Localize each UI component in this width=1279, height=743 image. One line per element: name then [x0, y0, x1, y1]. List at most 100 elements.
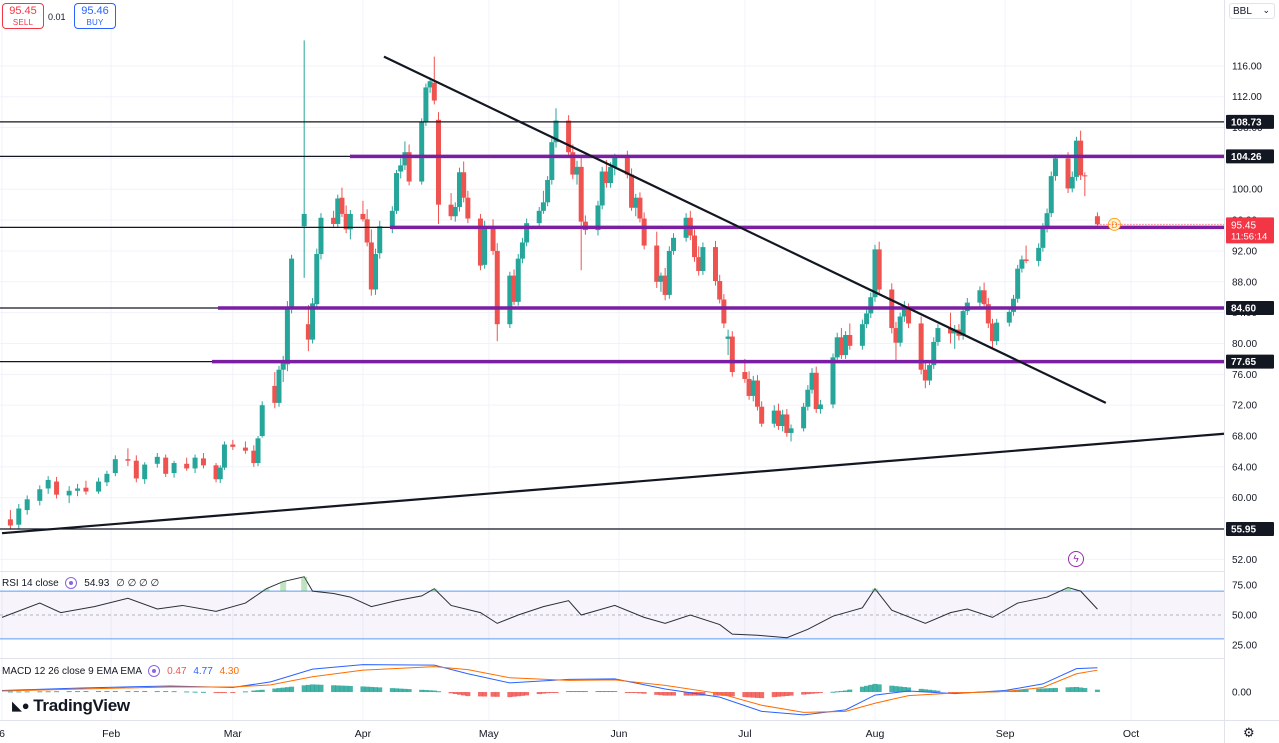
horizontal-levels: [0, 121, 1224, 530]
macd-signal-value: 4.30: [219, 666, 240, 677]
price-tick-label: 52.00: [1232, 555, 1257, 566]
macd-histogram-bar: [45, 691, 51, 693]
macd-histogram-bar: [654, 692, 660, 695]
candle-body: [171, 463, 177, 474]
eye-icon[interactable]: [65, 577, 78, 589]
candle-body: [305, 324, 311, 340]
candle-body: [893, 328, 899, 343]
sell-button[interactable]: 95.45 SELL: [2, 3, 44, 29]
macd-histogram-bar: [759, 692, 765, 699]
macd-histogram-bar: [700, 692, 706, 696]
candle-body: [750, 380, 756, 396]
macd-histogram-bar: [335, 685, 341, 693]
candle-body: [817, 404, 823, 410]
candle-body: [595, 205, 601, 231]
macd-histogram-bar: [1023, 689, 1029, 693]
macd-histogram-bar: [368, 686, 374, 693]
tradingview-logo[interactable]: ◣● TradingView: [12, 696, 130, 716]
macd-histogram-bar: [477, 692, 483, 697]
macd-histogram-bar: [750, 692, 756, 698]
candle-body: [994, 322, 1000, 342]
sell-label: SELL: [12, 18, 34, 27]
buy-label: BUY: [86, 18, 104, 27]
macd-histogram-bar: [540, 692, 546, 694]
candle-body: [284, 308, 290, 365]
gear-icon[interactable]: ⚙: [1243, 725, 1255, 740]
macd-histogram-bar: [154, 691, 160, 693]
level-price-label: 77.65: [1231, 357, 1256, 368]
last-price-label: 95.45: [1231, 220, 1256, 231]
time-tick-label: Feb: [102, 728, 120, 740]
macd-histogram-bar: [608, 691, 614, 693]
level-price-label: 108.73: [1231, 117, 1262, 128]
candle-body: [125, 459, 131, 461]
macd-histogram-bar: [729, 692, 735, 697]
candle-body: [511, 275, 517, 302]
macd-histogram-bar: [838, 690, 844, 693]
countdown-label: 11:56:14: [1231, 231, 1267, 242]
macd-histogram-bar: [1010, 690, 1016, 693]
candle-body: [989, 323, 995, 342]
candle-body: [402, 152, 408, 166]
macd-histogram-bar: [683, 692, 689, 696]
candle-body: [477, 218, 483, 266]
candle-body: [310, 303, 316, 340]
candle-body: [112, 459, 118, 474]
time-tick-label: Aug: [866, 728, 885, 740]
macd-histogram-bar: [612, 691, 618, 693]
macd-histogram-bar: [906, 687, 912, 693]
candle-body: [1048, 176, 1054, 214]
candle-body: [217, 467, 223, 480]
rsi-legend[interactable]: RSI 14 close 54.93 ∅ ∅ ∅ ∅: [2, 577, 159, 589]
candle-body: [45, 479, 51, 489]
macd-histogram-bar: [343, 685, 349, 693]
macd-histogram-bar: [83, 691, 89, 693]
candle-body: [184, 463, 190, 469]
lightning-icon[interactable]: ϟ: [1068, 551, 1084, 567]
macd-histogram-bar: [671, 692, 677, 696]
candle-body: [545, 179, 551, 203]
macd-histogram-bar: [519, 692, 525, 696]
macd-histogram-bar: [935, 690, 941, 693]
candle-body: [1023, 259, 1029, 261]
rsi-pane: [0, 576, 1224, 640]
candle-body: [1010, 298, 1016, 312]
macd-histogram-bar: [255, 690, 261, 693]
macd-histogram-bar: [373, 687, 379, 693]
price-axis[interactable]: 116.00112.00108.00104.00100.0096.0092.00…: [1097, 61, 1274, 699]
candle-body: [1052, 158, 1058, 177]
candle-body: [163, 457, 169, 474]
macd-histogram-bar: [75, 691, 81, 693]
eye-icon[interactable]: [148, 665, 161, 677]
macd-histogram-bar: [801, 692, 807, 695]
macd-tick-label: 0.00: [1232, 688, 1252, 699]
time-axis[interactable]: 6 Feb Mar Apr May Jun Jul Aug Sep Oct: [0, 728, 1139, 740]
macd-histogram-bar: [599, 691, 605, 693]
macd-histogram-bar: [771, 692, 777, 698]
buy-button[interactable]: 95.46 BUY: [74, 3, 116, 29]
candle-body: [906, 308, 912, 324]
price-tick-label: 72.00: [1232, 401, 1257, 412]
macd-histogram-bar: [948, 692, 954, 694]
macd-legend[interactable]: MACD 12 26 close 9 EMA EMA 0.47 4.77 4.3…: [2, 665, 239, 677]
candle-body: [662, 275, 668, 295]
candle-body: [570, 152, 576, 175]
candle-body: [24, 499, 30, 511]
macd-histogram-bar: [507, 692, 513, 698]
macd-histogram-bar: [595, 691, 601, 693]
candle-body: [771, 410, 777, 424]
symbol-selector[interactable]: BBL ⌄: [1229, 3, 1275, 19]
candle-body: [859, 324, 865, 346]
candle-body: [37, 489, 43, 501]
candle-body: [1073, 140, 1079, 177]
candle-body: [536, 210, 542, 224]
candle-body: [394, 173, 400, 211]
candle-body: [1040, 227, 1046, 248]
macd-histogram-bar: [318, 684, 324, 693]
price-tick-label: 88.00: [1232, 277, 1257, 288]
candle-body: [1019, 259, 1025, 269]
macd-histogram-bar: [1082, 688, 1088, 693]
macd-histogram-bar: [511, 692, 517, 697]
price-tick-label: 92.00: [1232, 246, 1257, 257]
